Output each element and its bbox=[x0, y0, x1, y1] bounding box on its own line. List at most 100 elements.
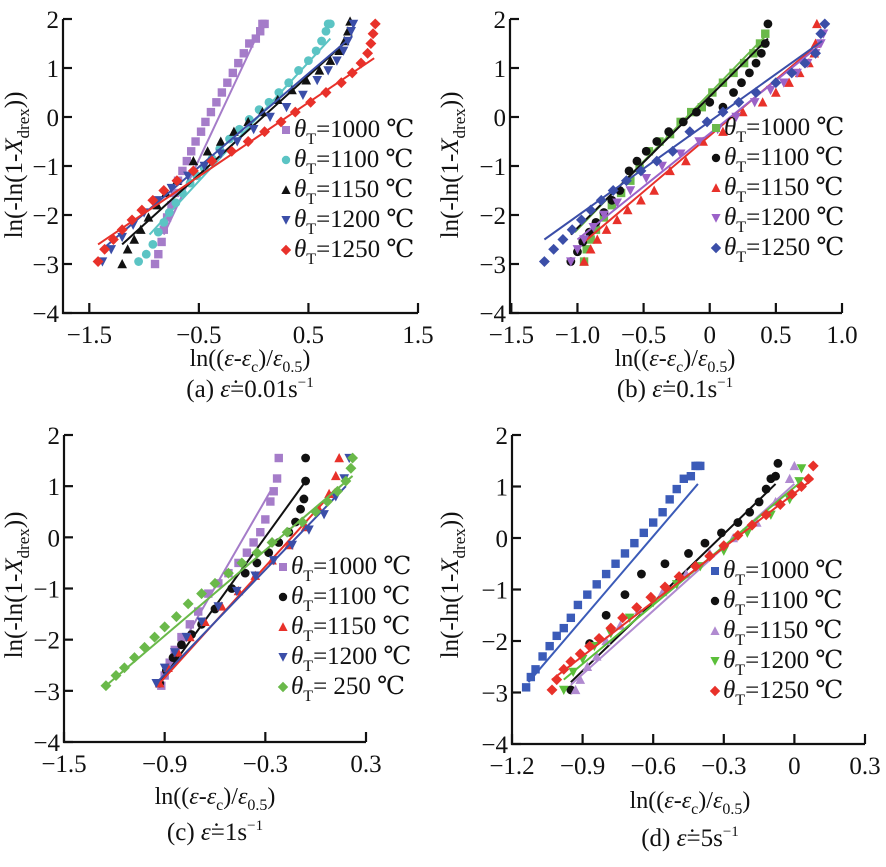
data-point bbox=[345, 462, 357, 474]
data-point bbox=[242, 136, 254, 147]
data-point bbox=[585, 244, 596, 254]
data-point bbox=[272, 474, 282, 483]
data-point bbox=[118, 662, 130, 674]
data-point bbox=[672, 484, 681, 494]
data-point bbox=[612, 198, 622, 208]
data-point bbox=[148, 239, 158, 249]
data-point bbox=[171, 198, 181, 208]
data-point bbox=[760, 509, 772, 521]
data-point bbox=[340, 475, 352, 487]
data-point bbox=[601, 224, 612, 234]
legend-item: θT=1000 ℃ bbox=[279, 553, 411, 585]
data-point bbox=[526, 672, 536, 682]
data-point bbox=[566, 613, 576, 623]
legend-marker bbox=[281, 216, 291, 225]
data-point bbox=[566, 224, 578, 236]
data-point bbox=[99, 243, 111, 255]
data-point bbox=[631, 602, 643, 613]
legend-marker bbox=[277, 681, 289, 693]
data-point bbox=[700, 538, 710, 548]
y-tick-label: −3 bbox=[481, 681, 508, 708]
data-point bbox=[732, 529, 744, 541]
data-point bbox=[232, 137, 243, 147]
data-point bbox=[250, 571, 261, 581]
data-point bbox=[704, 550, 716, 562]
data-point bbox=[605, 622, 617, 634]
data-point bbox=[632, 156, 642, 166]
data-point bbox=[181, 632, 192, 643]
data-point bbox=[170, 611, 182, 623]
data-point bbox=[607, 201, 617, 210]
data-point bbox=[304, 525, 314, 535]
data-point bbox=[296, 516, 308, 528]
data-point bbox=[240, 568, 250, 578]
data-point bbox=[665, 165, 675, 176]
panel-caption: (b) ε̇=0.1s−1 bbox=[617, 375, 733, 403]
data-point bbox=[281, 103, 292, 113]
data-point bbox=[110, 670, 122, 681]
data-point bbox=[338, 46, 349, 56]
data-point bbox=[242, 548, 252, 557]
data-point bbox=[334, 452, 344, 463]
legend-item: θT=1100 ℃ bbox=[711, 144, 843, 176]
data-point bbox=[582, 245, 591, 254]
data-point bbox=[531, 665, 540, 674]
y-tick-label: −3 bbox=[33, 679, 60, 706]
x-axis-label: ln((ε-εc)/ε0.5) bbox=[155, 784, 276, 814]
series-1100 bbox=[566, 458, 783, 695]
data-point bbox=[325, 19, 335, 29]
y-tick-label: 2 bbox=[47, 7, 60, 34]
data-point bbox=[624, 166, 634, 176]
legend-item: θT=1100 ℃ bbox=[281, 146, 413, 178]
data-point bbox=[810, 47, 822, 59]
data-point bbox=[660, 559, 670, 569]
y-tick-label: −1 bbox=[32, 154, 59, 181]
data-point bbox=[228, 68, 238, 78]
legend-label: θT=1250 ℃ bbox=[294, 236, 414, 268]
data-point bbox=[135, 224, 146, 234]
legend-marker bbox=[711, 567, 719, 575]
data-point bbox=[765, 85, 776, 96]
legend-item: θT=1150 ℃ bbox=[710, 617, 842, 649]
data-point bbox=[789, 460, 800, 471]
data-point bbox=[763, 19, 773, 29]
legend-label: θT=1150 ℃ bbox=[723, 617, 842, 649]
x-tick-label: −0.3 bbox=[243, 751, 288, 778]
data-point bbox=[153, 227, 163, 237]
data-point bbox=[566, 257, 576, 267]
data-point bbox=[579, 235, 589, 245]
legend: θT=1000 ℃θT=1100 ℃θT=1150 ℃θT=1200 ℃θT=1… bbox=[709, 557, 843, 709]
data-point bbox=[256, 27, 265, 36]
data-point bbox=[551, 674, 563, 686]
data-point bbox=[106, 245, 117, 255]
data-point bbox=[249, 538, 258, 547]
data-point bbox=[731, 112, 742, 123]
data-point bbox=[159, 663, 170, 673]
data-point bbox=[579, 256, 589, 266]
data-point bbox=[749, 98, 760, 108]
y-tick-label: 0 bbox=[496, 526, 509, 553]
data-point bbox=[658, 508, 667, 517]
data-point bbox=[737, 78, 746, 88]
x-tick-label: 1.5 bbox=[402, 322, 433, 349]
data-point bbox=[757, 97, 768, 107]
y-tick-label: 1 bbox=[496, 475, 509, 502]
data-point bbox=[687, 107, 696, 117]
data-point bbox=[165, 658, 174, 667]
legend-item: θT=1100 ℃ bbox=[710, 587, 842, 619]
data-point bbox=[678, 117, 688, 127]
legend-marker bbox=[710, 657, 720, 666]
data-point bbox=[796, 464, 807, 474]
data-point bbox=[215, 149, 226, 159]
legend-marker bbox=[282, 126, 290, 134]
data-point bbox=[227, 584, 237, 593]
data-point bbox=[611, 559, 620, 568]
y-tick-label: −4 bbox=[33, 730, 60, 757]
data-point bbox=[807, 460, 819, 472]
data-point bbox=[548, 243, 560, 255]
data-point bbox=[311, 46, 321, 56]
legend-label: θT=1000 ℃ bbox=[294, 116, 414, 148]
y-axis-label: ln(-ln(1-Xdrex)) bbox=[1, 512, 33, 659]
legend-label: θT=1150 ℃ bbox=[724, 174, 843, 206]
data-point bbox=[582, 661, 593, 671]
